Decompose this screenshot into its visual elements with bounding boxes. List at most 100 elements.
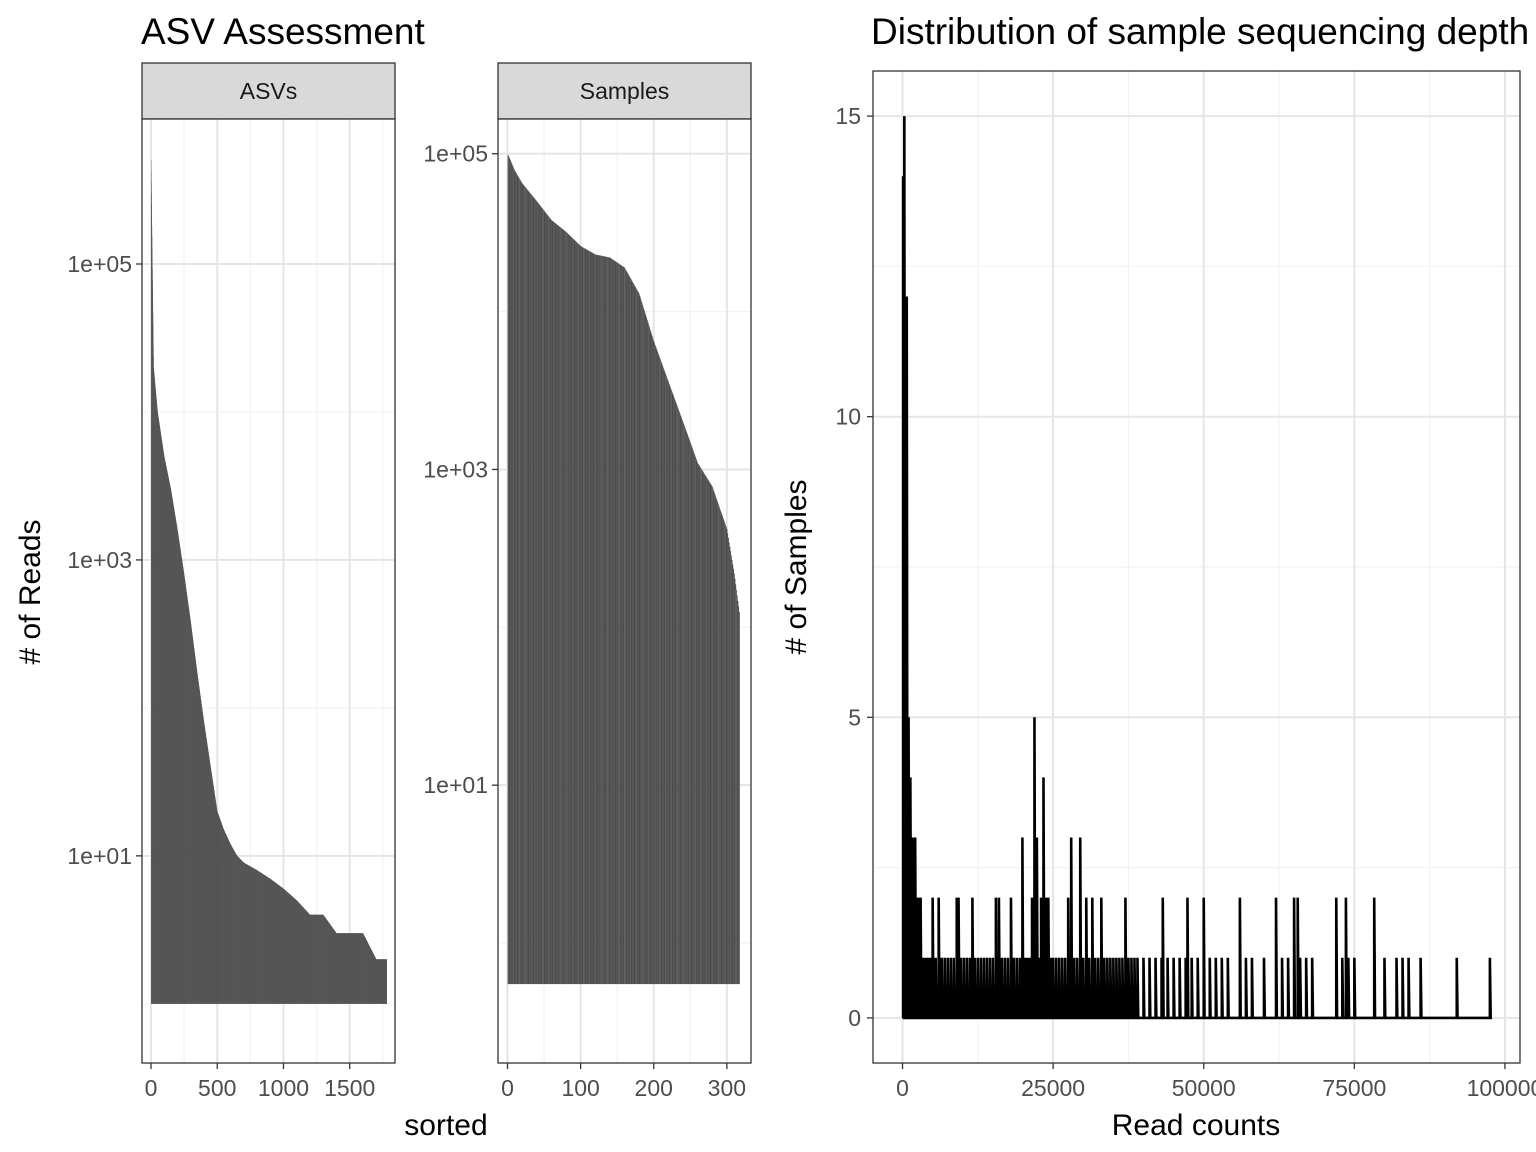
samples-bar [587,250,589,985]
samples-bar [625,270,627,985]
samples-bar [665,375,667,985]
samples-bar [541,207,543,985]
samples-bar [715,497,717,985]
samples-bar [616,262,617,985]
samples-bar [510,162,512,985]
samples-bar [716,501,718,985]
samples-bar [620,265,622,985]
samples-bar [652,338,654,985]
samples-bar [515,173,517,985]
samples-bar [668,381,669,985]
samples-bar [657,351,658,985]
samples-bar [626,271,628,985]
depth-distribution-title: Distribution of sample sequencing depth [871,11,1529,52]
samples-panel-border [497,118,752,1064]
samples-bar [590,251,592,985]
samples-bar [523,185,525,985]
read-counts-x-axis-title: Read counts [1112,1109,1280,1142]
samples-bar [564,230,566,985]
samples-bar [599,255,601,985]
samples-bar [720,511,722,985]
samples-bar [547,215,549,985]
samples-bar [724,522,726,985]
samples-bar [613,260,615,985]
samples-bar [597,254,598,985]
samples-bar [670,387,672,985]
samples-bar [572,238,574,985]
samples-bar [644,312,646,985]
samples-bar [648,326,650,985]
samples-bar [701,469,703,985]
depth-y-tick-label: 10 [835,404,861,430]
sorted-x-axis-title: sorted [404,1109,487,1142]
samples-bar [613,260,615,985]
samples-bar [711,485,713,985]
samples-bar [615,261,617,985]
samples-bar [582,247,584,985]
samples-bar [705,475,707,985]
samples-bar [719,509,721,985]
samples-bar [558,225,560,985]
samples-bar [634,285,636,985]
samples-bar [545,213,547,985]
samples-bar [531,194,533,985]
samples-bar [684,426,685,985]
samples-bar [643,307,645,985]
samples-bar [697,464,699,985]
samples-bar [561,228,563,985]
asvs-strip-label: ASVs [240,78,298,104]
samples-bar [655,347,657,985]
samples-y-tick-label: 1e+01 [423,772,488,798]
samples-bar [518,177,519,985]
samples-bar [627,274,629,985]
samples-bar [663,369,665,985]
samples-bar [602,256,604,985]
asvs-y-axis: 1e+01 1e+03 1e+05 [67,251,142,869]
samples-bar [666,377,668,985]
samples-bar [567,233,568,985]
samples-bar [680,415,682,985]
samples-bar [621,265,623,985]
samples-bar [667,379,669,985]
samples-bar [572,238,574,985]
samples-bar [714,492,715,985]
samples-bar [534,198,536,985]
samples-bar [543,210,545,985]
samples-bar [654,343,655,985]
samples-bar [738,612,740,985]
samples-bar [721,514,723,985]
samples-bar [661,363,663,985]
samples-bar [522,184,524,985]
samples-bar [556,224,558,985]
samples-bar [725,524,726,985]
samples-bar [551,220,552,985]
samples-bar [561,228,563,985]
samples-bar [591,252,593,985]
samples-bar [608,257,609,985]
samples-bar [657,353,659,985]
samples-bar [681,419,683,985]
asv-y-tick-label: 1e+03 [67,547,132,573]
samples-bar [704,474,706,985]
samples-bar [730,555,732,985]
samples-bar [519,179,521,985]
samples-bar [648,324,650,985]
samples-bar [600,255,601,985]
samples-bar [696,460,698,985]
samples-bar [532,195,533,985]
samples-bar [617,263,619,985]
samples-bar [673,395,675,985]
samples-bar [584,248,586,985]
samples-bar [589,251,591,985]
samples-bar [693,452,695,985]
samples-bar [570,236,572,985]
samples-bar [736,589,737,985]
samples-bar [672,393,674,985]
samples-bar [645,314,647,985]
samples-bar [692,448,694,985]
samples-bar [692,450,694,985]
samples-bar [677,407,679,985]
samples-x-tick-label: 300 [708,1075,746,1101]
samples-bar [687,436,689,985]
